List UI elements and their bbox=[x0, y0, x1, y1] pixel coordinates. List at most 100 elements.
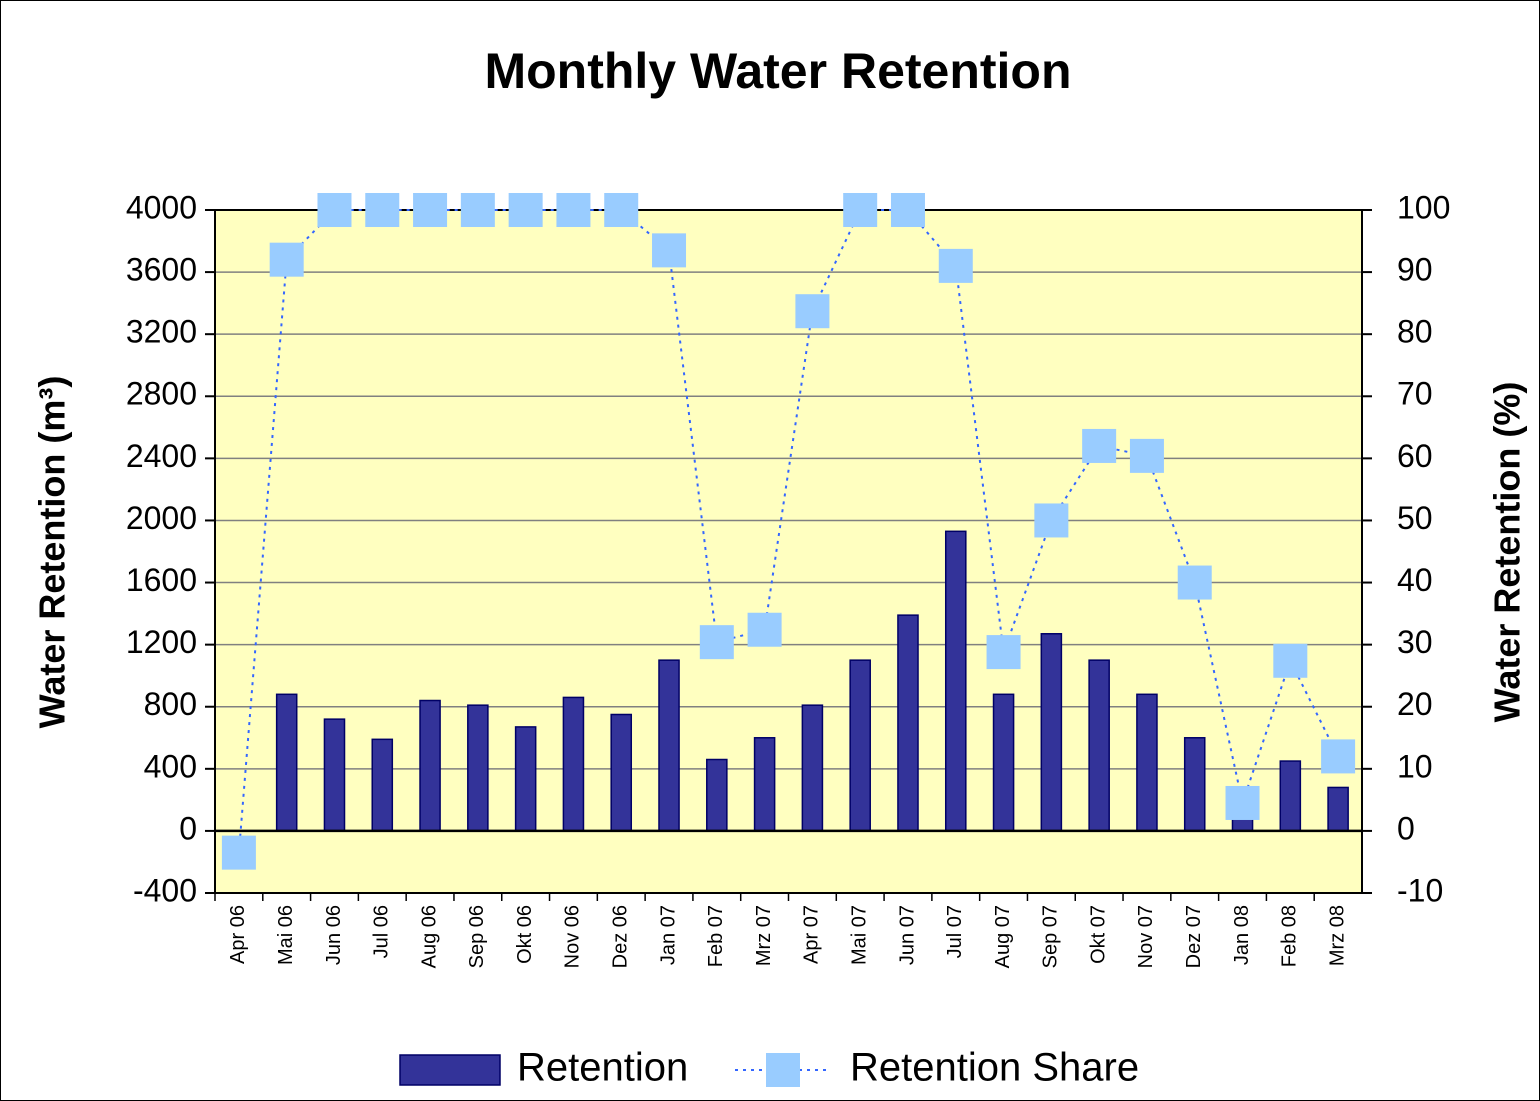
marker bbox=[365, 193, 400, 227]
marker bbox=[747, 612, 782, 647]
y2-tick-label: 70 bbox=[1397, 376, 1433, 412]
y2-tick-label: 80 bbox=[1397, 314, 1433, 350]
x-tick-label: Dez 06 bbox=[610, 905, 632, 968]
y-tick-label: 1200 bbox=[126, 624, 197, 660]
legend-label: Retention bbox=[517, 1046, 688, 1090]
bar bbox=[849, 659, 871, 832]
legend-swatch bbox=[399, 1054, 501, 1086]
x-tick-label: Okt 07 bbox=[1087, 905, 1109, 964]
x-tick-label: Sep 07 bbox=[1040, 905, 1062, 968]
bar bbox=[514, 726, 537, 832]
marker bbox=[460, 193, 495, 227]
marker bbox=[1082, 428, 1117, 463]
marker bbox=[986, 635, 1021, 670]
y-tick-label: -400 bbox=[133, 872, 197, 908]
y-tick-label: 3600 bbox=[126, 252, 197, 288]
x-tick-label: Okt 06 bbox=[514, 905, 536, 964]
x-tick-label: Sep 06 bbox=[466, 905, 488, 968]
x-tick-label: Jun 06 bbox=[323, 905, 345, 965]
marker bbox=[1034, 503, 1069, 538]
marker bbox=[843, 193, 878, 227]
x-tick-label: Jul 06 bbox=[371, 905, 393, 958]
x-tick-label: Nov 07 bbox=[1135, 905, 1157, 968]
y-tick-label: 3200 bbox=[126, 314, 197, 350]
y2-tick-label: -10 bbox=[1397, 872, 1443, 908]
x-tick-label: Feb 08 bbox=[1279, 905, 1301, 967]
y2-tick-label: 20 bbox=[1397, 686, 1433, 722]
marker bbox=[699, 625, 734, 660]
bar bbox=[1279, 760, 1302, 832]
bar bbox=[706, 758, 728, 832]
y2-tick-label: 60 bbox=[1397, 438, 1433, 474]
bar bbox=[992, 693, 1015, 832]
y2-tick-label: 40 bbox=[1397, 562, 1433, 598]
marker bbox=[652, 233, 687, 268]
y2-tick-label: 50 bbox=[1397, 500, 1433, 536]
marker bbox=[221, 835, 256, 870]
bar bbox=[562, 696, 585, 832]
bar bbox=[1183, 737, 1206, 832]
marker bbox=[317, 193, 352, 227]
bar bbox=[275, 693, 298, 832]
x-tick-label: Aug 07 bbox=[992, 905, 1014, 968]
x-tick-label: Jan 07 bbox=[657, 905, 679, 965]
bar bbox=[610, 713, 633, 832]
bar bbox=[658, 659, 680, 832]
marker bbox=[1321, 739, 1356, 774]
y2-axis-title: Water Retention (%) bbox=[1487, 382, 1528, 723]
bar bbox=[1088, 659, 1110, 832]
marker bbox=[508, 193, 543, 227]
bar bbox=[944, 530, 967, 832]
bar bbox=[371, 738, 394, 832]
x-tick-label: Mai 06 bbox=[275, 905, 297, 965]
legend-marker bbox=[766, 1053, 800, 1087]
y2-tick-label: 0 bbox=[1397, 810, 1415, 846]
bar bbox=[419, 699, 441, 832]
x-tick-label: Apr 07 bbox=[801, 905, 823, 964]
y-tick-label: 800 bbox=[144, 686, 197, 722]
bar bbox=[801, 704, 824, 832]
bar bbox=[1040, 633, 1063, 832]
bar bbox=[897, 614, 919, 832]
y-tick-label: 4000 bbox=[126, 189, 197, 225]
x-tick-label: Mai 07 bbox=[848, 905, 870, 965]
x-tick-label: Jun 07 bbox=[896, 905, 918, 965]
y2-tick-label: 30 bbox=[1397, 624, 1433, 660]
marker bbox=[413, 193, 448, 227]
marker bbox=[556, 193, 591, 227]
y2-tick-label: 100 bbox=[1397, 189, 1450, 225]
marker bbox=[938, 248, 973, 283]
x-tick-label: Mrz 07 bbox=[753, 905, 775, 966]
marker bbox=[269, 242, 304, 277]
y-tick-label: 1600 bbox=[126, 562, 197, 598]
x-tick-label: Apr 06 bbox=[227, 905, 249, 964]
marker bbox=[890, 193, 925, 227]
y-tick-label: 400 bbox=[144, 748, 197, 784]
marker bbox=[795, 294, 830, 329]
chart-title: Monthly Water Retention bbox=[484, 43, 1071, 99]
marker bbox=[1225, 785, 1260, 820]
x-tick-label: Feb 07 bbox=[705, 905, 727, 967]
x-tick-label: Mrz 08 bbox=[1326, 905, 1348, 966]
y-axis-title: Water Retention (m³) bbox=[32, 376, 73, 729]
legend-label: Retention Share bbox=[850, 1046, 1139, 1090]
bar bbox=[467, 704, 489, 832]
plot-area bbox=[215, 210, 1362, 893]
marker bbox=[1273, 643, 1308, 678]
y-tick-label: 2800 bbox=[126, 376, 197, 412]
y-tick-label: 0 bbox=[179, 810, 197, 846]
marker bbox=[1177, 565, 1212, 600]
line bbox=[237, 209, 1339, 853]
marker bbox=[604, 193, 639, 227]
y2-tick-label: 90 bbox=[1397, 252, 1433, 288]
y-tick-label: 2400 bbox=[126, 438, 197, 474]
x-tick-label: Nov 06 bbox=[562, 905, 584, 968]
x-tick-label: Dez 07 bbox=[1183, 905, 1205, 968]
y2-tick-label: 10 bbox=[1397, 748, 1433, 784]
x-tick-label: Jan 08 bbox=[1231, 905, 1253, 965]
bar bbox=[1327, 786, 1349, 832]
bar bbox=[323, 718, 346, 832]
marker bbox=[1129, 438, 1164, 473]
x-tick-label: Aug 06 bbox=[418, 905, 440, 968]
